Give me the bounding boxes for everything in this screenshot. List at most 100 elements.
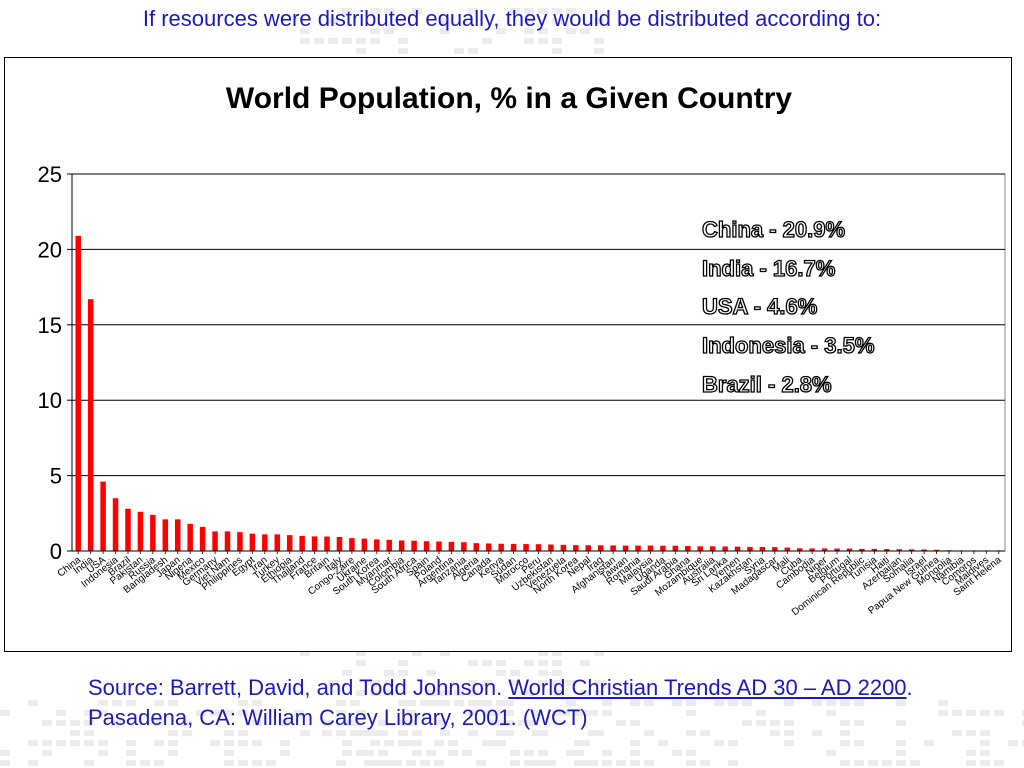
- bar: [834, 548, 840, 551]
- y-tick-label: 20: [38, 237, 62, 262]
- bar: [510, 543, 517, 551]
- watermark-tile: [524, 750, 534, 756]
- watermark-tile: [448, 740, 458, 746]
- watermark-tile: [826, 750, 836, 756]
- bar: [896, 549, 903, 551]
- watermark-tile: [98, 750, 108, 756]
- watermark-tile: [468, 48, 478, 54]
- bar: [635, 545, 641, 551]
- watermark-tile: [56, 710, 66, 716]
- bar: [585, 545, 592, 551]
- watermark-tile: [840, 760, 850, 766]
- bar: [548, 544, 554, 551]
- bar: [622, 545, 629, 551]
- watermark-tile: [28, 760, 38, 766]
- watermark-tile: [524, 38, 534, 44]
- bar: [498, 543, 504, 551]
- bar: [174, 519, 181, 551]
- watermark-tile: [126, 750, 136, 756]
- bar: [796, 548, 803, 551]
- watermark-tile: [434, 760, 444, 766]
- bar: [821, 548, 828, 551]
- watermark-tile: [784, 740, 794, 746]
- source-prefix: Source: Barrett, David, and Todd Johnson…: [88, 675, 509, 700]
- watermark-tile: [510, 760, 520, 766]
- watermark-tile: [496, 740, 506, 746]
- watermark-tile: [980, 750, 990, 756]
- watermark-tile: [574, 760, 584, 766]
- bar: [473, 543, 480, 551]
- watermark-tile: [398, 38, 408, 44]
- watermark-tile: [378, 750, 388, 756]
- watermark-tile: [462, 750, 472, 756]
- watermark-tile: [980, 740, 990, 746]
- watermark-tile: [882, 760, 892, 766]
- watermark-tile: [538, 660, 548, 666]
- watermark-tile: [952, 730, 962, 736]
- watermark-tile: [238, 760, 248, 766]
- bar: [859, 548, 865, 551]
- watermark-tile: [728, 740, 738, 746]
- callout-usa: USA - 4.6%: [701, 294, 818, 320]
- bar: [100, 481, 106, 551]
- bar: [411, 540, 417, 551]
- bar: [884, 549, 890, 551]
- watermark-tile: [384, 740, 394, 746]
- watermark-tile: [896, 760, 906, 766]
- source-citation: Source: Barrett, David, and Todd Johnson…: [88, 673, 948, 733]
- bar: [759, 546, 766, 551]
- bar: [75, 235, 81, 551]
- bar: [448, 541, 455, 551]
- bar: [809, 548, 815, 551]
- bar: [349, 538, 355, 551]
- bar: [199, 526, 206, 551]
- bar: [647, 545, 654, 551]
- watermark-tile: [868, 760, 878, 766]
- y-tick-label: 25: [38, 162, 62, 187]
- bar: [274, 534, 281, 551]
- y-tick-label: 5: [50, 464, 62, 489]
- watermark-tile: [398, 740, 408, 746]
- bar: [336, 536, 343, 551]
- bar: [224, 531, 231, 551]
- watermark-tile: [574, 750, 584, 756]
- bar: [311, 536, 318, 551]
- y-tick-label: 0: [50, 539, 62, 564]
- chart-title: World Population, % in a Given Country: [225, 82, 793, 115]
- watermark-tile: [524, 660, 534, 666]
- bar: [573, 545, 579, 551]
- watermark-tile: [370, 38, 380, 44]
- watermark-tile: [412, 740, 422, 746]
- watermark-tile: [482, 660, 492, 666]
- watermark-tile: [840, 740, 850, 746]
- watermark-tile: [538, 38, 548, 44]
- watermark-tile: [0, 750, 10, 756]
- watermark-tile: [266, 760, 276, 766]
- watermark-tile: [482, 740, 492, 746]
- bar: [262, 534, 268, 551]
- bar: [398, 540, 405, 551]
- watermark-tile: [300, 38, 310, 44]
- bar: [249, 533, 256, 551]
- bar: [187, 523, 193, 551]
- bar: [436, 541, 442, 551]
- top-country-callouts: China - 20.9% India - 16.7% USA - 4.6% I…: [701, 211, 875, 405]
- bar: [386, 539, 392, 551]
- watermark-tile: [28, 740, 38, 746]
- watermark-tile: [328, 38, 338, 44]
- bar: [871, 548, 878, 551]
- watermark-tile: [412, 750, 422, 756]
- watermark-tile: [342, 740, 352, 746]
- watermark-tile: [980, 760, 990, 766]
- bar: [112, 498, 119, 551]
- bar: [709, 546, 716, 551]
- book-title-link[interactable]: World Christian Trends AD 30 – AD 2200: [508, 675, 907, 700]
- watermark-tile: [42, 750, 52, 756]
- bar: [921, 549, 927, 551]
- watermark-tile: [224, 750, 234, 756]
- watermark-tile: [364, 750, 374, 756]
- watermark-tile: [398, 660, 408, 666]
- watermark-tile: [630, 750, 640, 756]
- watermark-tile: [336, 760, 346, 766]
- bar: [286, 535, 293, 551]
